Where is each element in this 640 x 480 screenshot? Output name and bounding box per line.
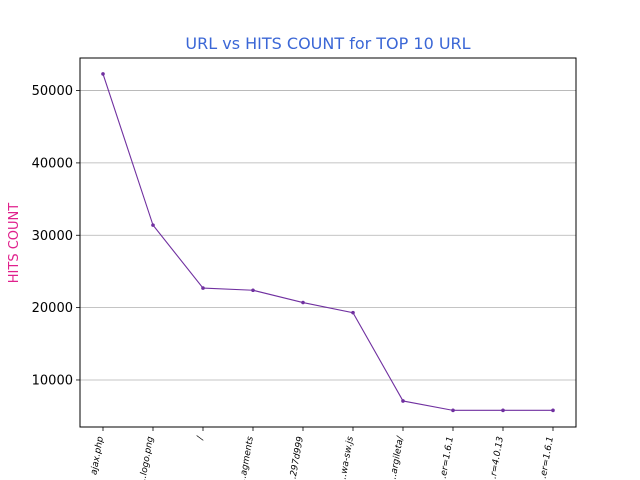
y-tick-label: 40000 [32, 156, 73, 171]
y-tick-label: 30000 [32, 229, 73, 244]
data-point [501, 408, 505, 413]
data-point [401, 399, 405, 403]
data-point [451, 408, 455, 413]
data-point [151, 223, 155, 227]
data-point [201, 286, 205, 290]
y-axis-label: HITS COUNT [7, 203, 22, 283]
data-point [101, 72, 105, 76]
data-point [251, 288, 255, 293]
data-point [301, 300, 305, 305]
series-points-group [101, 72, 555, 413]
chart-title: URL vs HITS COUNT for TOP 10 URL [185, 34, 470, 53]
y-tick-label: 10000 [32, 373, 73, 388]
y-tick-label: 50000 [32, 84, 73, 99]
plot-area-frame [79, 57, 577, 428]
series-line [102, 73, 553, 411]
series-line-group [102, 73, 553, 411]
data-point [551, 408, 555, 413]
grid-lines [80, 90, 576, 381]
x-tick-label: / [195, 435, 206, 442]
y-axis: 10000 20000 30000 40000 50000 [32, 84, 80, 388]
data-point [351, 310, 355, 315]
y-tick-label: 20000 [32, 301, 73, 316]
